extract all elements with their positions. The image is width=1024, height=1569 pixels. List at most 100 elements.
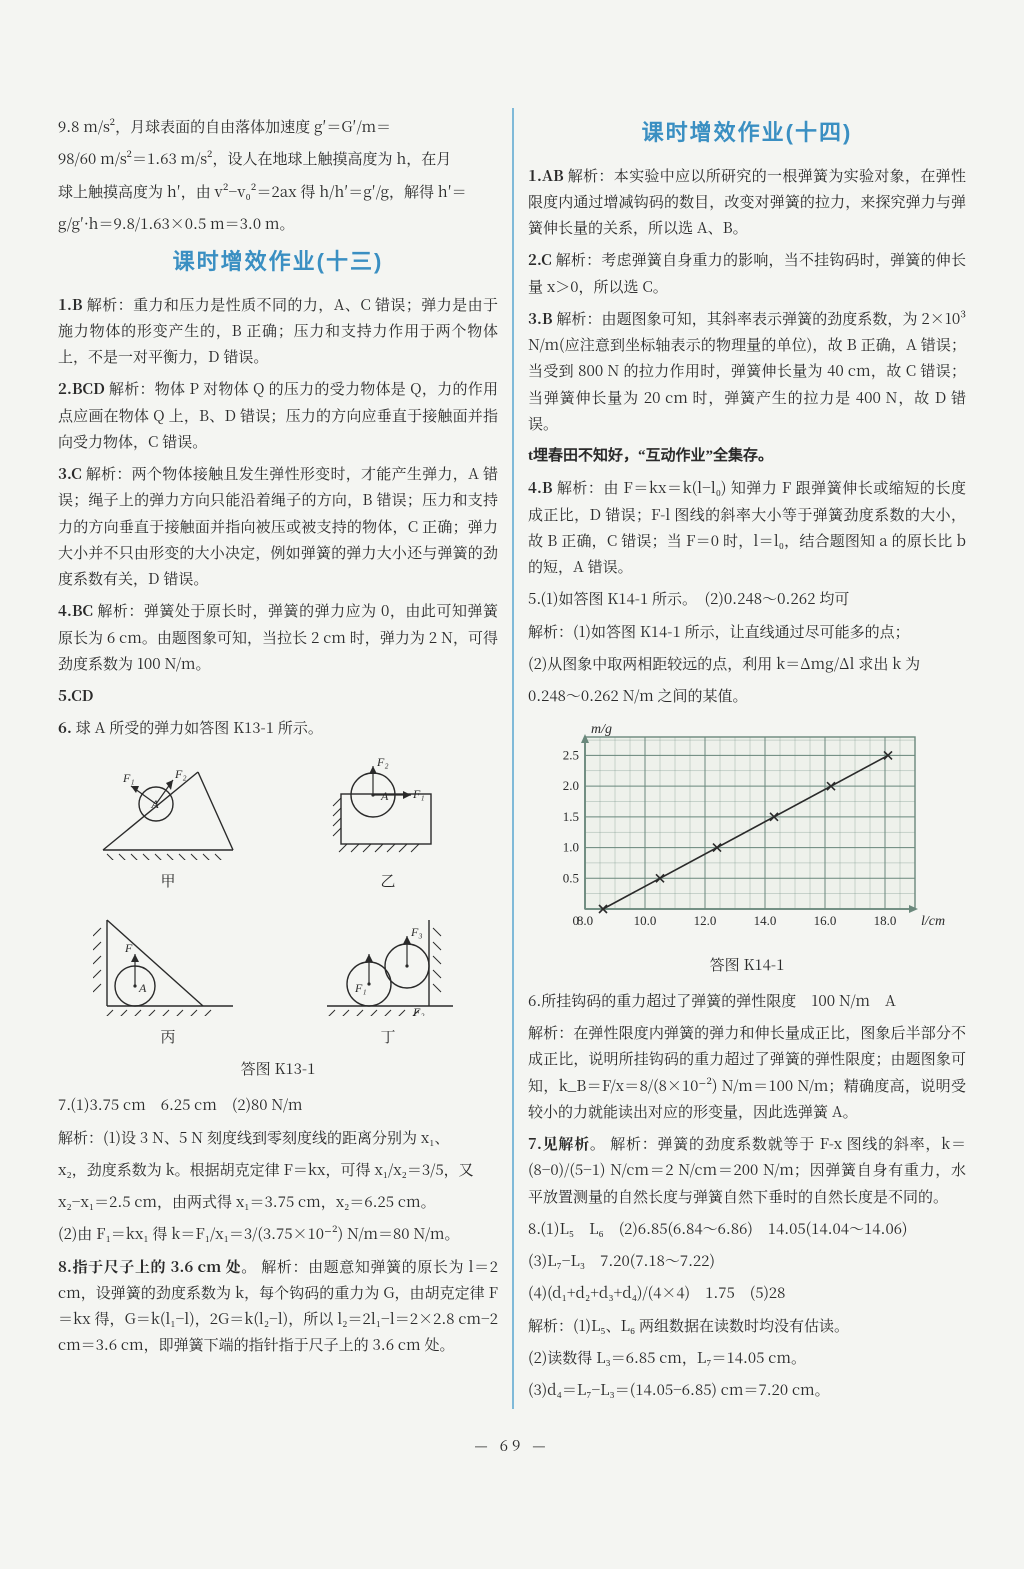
item-label: 6. xyxy=(58,717,72,738)
svg-text:l/cm: l/cm xyxy=(921,914,945,929)
two-column-layout: 9.8 m/s²，月球表面的自由落体加速度 g′＝G′/m＝ 98/60 m/s… xyxy=(48,108,976,1409)
svg-text:1.0: 1.0 xyxy=(563,840,579,855)
intro-line: 98/60 m/s²＝1.63 m/s²，设人在地球上触摸高度为 h，在月 xyxy=(58,146,498,172)
item-body-line: (2)从图象中取两相距较远的点，利用 k＝Δmg/Δl 求出 k 为 xyxy=(528,651,966,677)
answer-item: 3.B 解析：由题图象可知，其斜率表示弹簧的劲度系数，为 2×10³ N/m(应… xyxy=(528,306,966,437)
item-head: 5.(1)如答图 K14-1 所示。 (2)0.248～0.262 均可 xyxy=(528,586,966,612)
intro-line: g/g′·h＝9.8/1.63×0.5 m＝3.0 m。 xyxy=(58,211,498,237)
intro-line: 9.8 m/s²，月球表面的自由落体加速度 g′＝G′/m＝ xyxy=(58,114,498,140)
svg-text:F₂: F₂ xyxy=(174,767,187,781)
answer-item: 1.AB 解析：本实验中应以所研究的一根弹簧为实验对象，在弹性限度内通过增减钩码… xyxy=(528,163,966,242)
item-body-line: 解析：(1)如答图 K14-1 所示，让直线通过尽可能多的点； xyxy=(528,619,966,645)
chart-svg: 8.0 10.0 12.0 14.0 16.0 18.0 0.5 1.0 1.5 2.0 2.5 m/… xyxy=(537,719,957,939)
item-body-line: (2)由 F₁＝kx₁ 得 k＝F₁/x₁＝3/(3.75×10⁻²) N/m＝… xyxy=(58,1221,498,1247)
answer-item-6: 6.所挂钩码的重力超过了弹簧的弹性限度 100 N/m A 解析：在弹性限度内弹… xyxy=(528,988,966,1125)
item-label: 3.B xyxy=(528,308,552,329)
svg-text:F₃: F₃ xyxy=(410,925,423,939)
item-head: 8.指于尺子上的 3.6 cm 处。 xyxy=(58,1256,257,1277)
item-text: 解析：两个物体接触且发生弹性形变时，才能产生弹力，A 错误；绳子上的弹力方向只能… xyxy=(58,463,498,589)
item-label: 3.C xyxy=(58,463,82,484)
answer-item-8: 8.(1)L₅ L₆ (2)6.85(6.84～6.86) 14.05(14.0… xyxy=(528,1216,966,1404)
chart-caption: 答图 K14-1 xyxy=(528,952,966,978)
svg-text:0: 0 xyxy=(573,913,580,928)
item-label: 4.B xyxy=(528,477,552,498)
item-head: 8.(1)L₅ L₆ (2)6.85(6.84～6.86) 14.05(14.0… xyxy=(528,1216,966,1242)
answer-item: 4.B 解析：由 F＝kx＝k(l−l₀) 知弹力 F 跟弹簧伸长或缩短的长度成… xyxy=(528,475,966,580)
item-head: 7.(1)3.75 cm 6.25 cm (2)80 N/m xyxy=(58,1092,498,1118)
item-body-line: (2)读数得 L₃＝6.85 cm，L₇＝14.05 cm。 xyxy=(528,1345,966,1371)
item-body-line: 解析：(1)设 3 N、5 N 刻度线到零刻度线的距离分别为 x₁、 xyxy=(58,1125,498,1151)
item-label: 5.CD xyxy=(58,685,94,706)
svg-text:8.0: 8.0 xyxy=(577,913,593,928)
item-body-line: (3)L₇−L₃ 7.20(7.18～7.22) xyxy=(528,1248,966,1274)
svg-text:F: F xyxy=(124,941,133,955)
svg-text:16.0: 16.0 xyxy=(814,913,837,928)
item-body-line: x₂−x₁＝2.5 cm，由两式得 x₁＝3.75 cm，x₂＝6.25 cm。 xyxy=(58,1189,498,1215)
svg-text:10.0: 10.0 xyxy=(634,913,657,928)
item-head: 6.所挂钩码的重力超过了弹簧的弹性限度 100 N/m A xyxy=(528,988,966,1014)
item-label: 2.C xyxy=(528,249,552,270)
answer-item-5: 5.(1)如答图 K14-1 所示。 (2)0.248～0.262 均可 解析：… xyxy=(528,586,966,709)
diagram-yi: A F₂ F₁ xyxy=(313,750,463,860)
answer-item: 3.C 解析：两个物体接触且发生弹性形变时，才能产生弹力，A 错误；绳子上的弹力… xyxy=(58,461,498,592)
fig-label: 甲 xyxy=(93,868,243,894)
item-text: 解析：重力和压力是性质不同的力，A、C 错误；弹力是由于施力物体的形变产生的，B… xyxy=(58,294,498,368)
figure-caption: 答图 K13-1 xyxy=(58,1056,498,1082)
item-head: 7.见解析。 xyxy=(528,1133,606,1154)
item-text: 解析：弹簧处于原长时，弹簧的弹力应为 0，由此可知弹簧原长为 6 cm。由题图象… xyxy=(58,600,498,674)
diagram-bing: A F xyxy=(93,906,243,1016)
item-text: 球 A 所受的弹力如答图 K13-1 所示。 xyxy=(76,717,323,738)
svg-text:12.0: 12.0 xyxy=(694,913,717,928)
figure-row: A F xyxy=(58,906,498,1016)
svg-text:2.0: 2.0 xyxy=(563,778,579,793)
svg-text:A: A xyxy=(150,797,159,811)
item-body-line: (4)(d₁+d₂+d₃+d₄)/(4×4) 1.75 (5)28 xyxy=(528,1280,966,1306)
svg-text:F₂: F₂ xyxy=(376,755,389,769)
fig-label: 丙 xyxy=(93,1024,243,1050)
answer-item-7: 7.(1)3.75 cm 6.25 cm (2)80 N/m 解析：(1)设 3… xyxy=(58,1092,498,1247)
svg-text:F₁: F₁ xyxy=(354,981,367,995)
svg-text:A: A xyxy=(138,981,147,995)
item-body-line: x₂，劲度系数为 k。根据胡克定律 F＝kx，可得 x₁/x₂＝3/5，又 xyxy=(58,1157,498,1183)
item-text: 解析：考虑弹簧自身重力的影响，当不挂钩码时，弹簧的伸长量 x＞0，所以选 C。 xyxy=(528,249,966,296)
answer-item: 1.B 解析：重力和压力是性质不同的力，A、C 错误；弹力是由于施力物体的形变产… xyxy=(58,292,498,371)
svg-text:18.0: 18.0 xyxy=(874,913,897,928)
answer-item-7: 7.见解析。 解析：弹簧的劲度系数就等于 F-x 图线的斜率，k＝(8−0)/(… xyxy=(528,1131,966,1210)
intro-line: 球上触摸高度为 h′，由 v²−v₀²＝2ax 得 h/h′＝g′/g，解得 h… xyxy=(58,179,498,205)
diagram-jia: A F₁ F₂ xyxy=(93,750,243,860)
page-number-value: 69 xyxy=(500,1435,525,1456)
svg-text:1.5: 1.5 xyxy=(563,809,579,824)
answer-item: 2.BCD 解析：物体 P 对物体 Q 的压力的受力物体是 Q，力的作用点应画在… xyxy=(58,376,498,455)
item-label: 4.BC xyxy=(58,600,93,621)
handwritten-annotation: t埋春田不知好，“互动作业”全集存。 xyxy=(528,443,966,469)
page-number: — 69 — xyxy=(48,1433,976,1459)
page-sheet: 9.8 m/s²，月球表面的自由落体加速度 g′＝G′/m＝ 98/60 m/s… xyxy=(0,0,1024,1569)
svg-text:F₁: F₁ xyxy=(412,787,425,801)
svg-text:2.5: 2.5 xyxy=(563,748,579,763)
lesson-13-title: 课时增效作业(十三) xyxy=(58,243,498,282)
figure-row: A F₁ F₂ xyxy=(58,750,498,860)
answer-item: 2.C 解析：考虑弹簧自身重力的影响，当不挂钩码时，弹簧的伸长量 x＞0，所以选… xyxy=(528,247,966,300)
svg-text:14.0: 14.0 xyxy=(754,913,777,928)
item-label: 1.AB xyxy=(528,165,564,186)
item-body-line: 0.248～0.262 N/m 之间的某值。 xyxy=(528,683,966,709)
chart-k14-1: 8.0 10.0 12.0 14.0 16.0 18.0 0.5 1.0 1.5 2.0 2.5 m/… xyxy=(537,719,957,947)
item-label: 2.BCD xyxy=(58,378,105,399)
svg-text:F₁: F₁ xyxy=(122,771,135,785)
item-body-line: (3)d₄＝L₇−L₃＝(14.05−6.85) cm＝7.20 cm。 xyxy=(528,1377,966,1403)
svg-text:m/g: m/g xyxy=(591,722,612,737)
item-text: 解析：由 F＝kx＝k(l−l₀) 知弹力 F 跟弹簧伸长或缩短的长度成正比，D… xyxy=(528,477,966,577)
diagram-ding: F₁ F₃ F₂ xyxy=(313,906,463,1016)
left-column: 9.8 m/s²，月球表面的自由落体加速度 g′＝G′/m＝ 98/60 m/s… xyxy=(48,108,512,1409)
svg-text:F₂: F₂ xyxy=(412,1005,425,1016)
figure-labels-row: 甲 乙 xyxy=(58,868,498,898)
item-body-line: 解析：(1)L₅、L₆ 两组数据在读数时均没有估读。 xyxy=(528,1313,966,1339)
right-column: 课时增效作业(十四) 1.AB 解析：本实验中应以所研究的一根弹簧为实验对象，在… xyxy=(512,108,976,1409)
svg-text:0.5: 0.5 xyxy=(563,871,579,886)
answer-item: 5.CD xyxy=(58,683,498,709)
lesson-14-title: 课时增效作业(十四) xyxy=(528,114,966,153)
answer-item: 6. 球 A 所受的弹力如答图 K13-1 所示。 xyxy=(58,715,498,741)
item-text: 解析：本实验中应以所研究的一根弹簧为实验对象，在弹性限度内通过增减钩码的数目，改… xyxy=(528,165,966,239)
fig-label: 丁 xyxy=(313,1024,463,1050)
item-label: 1.B xyxy=(58,294,82,315)
